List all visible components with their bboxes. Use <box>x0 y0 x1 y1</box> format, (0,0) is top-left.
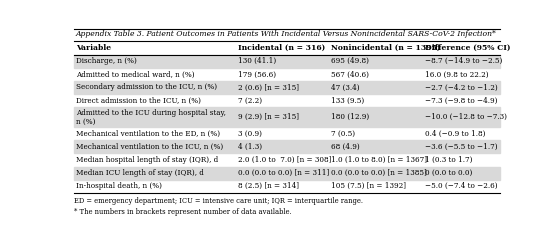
Text: 0.4 (−0.9 to 1.8): 0.4 (−0.9 to 1.8) <box>425 130 486 138</box>
Text: In-hospital death, n (%): In-hospital death, n (%) <box>76 182 162 190</box>
Text: * The numbers in brackets represent number of data available.: * The numbers in brackets represent numb… <box>74 208 292 216</box>
Text: 567 (40.6): 567 (40.6) <box>332 70 369 78</box>
Text: Mechanical ventilation to the ED, n (%): Mechanical ventilation to the ED, n (%) <box>76 130 220 138</box>
Text: Variable: Variable <box>76 44 111 52</box>
Text: 8 (2.5) [n = 314]: 8 (2.5) [n = 314] <box>237 182 298 190</box>
Text: 2 (0.6) [n = 315]: 2 (0.6) [n = 315] <box>237 84 298 91</box>
Text: −7.3 (−9.8 to −4.9): −7.3 (−9.8 to −4.9) <box>425 96 497 105</box>
Text: Secondary admission to the ICU, n (%): Secondary admission to the ICU, n (%) <box>76 84 217 91</box>
Bar <box>74 55 500 68</box>
Text: ED = emergency department; ICU = intensive care unit; IQR = interquartile range.: ED = emergency department; ICU = intensi… <box>74 197 363 205</box>
Text: Mechanical ventilation to the ICU, n (%): Mechanical ventilation to the ICU, n (%) <box>76 143 223 151</box>
Text: 9 (2.9) [n = 315]: 9 (2.9) [n = 315] <box>237 113 298 121</box>
Text: −2.7 (−4.2 to −1.2): −2.7 (−4.2 to −1.2) <box>425 84 498 91</box>
Text: −5.0 (−7.4 to −2.6): −5.0 (−7.4 to −2.6) <box>425 182 497 190</box>
Text: 133 (9.5): 133 (9.5) <box>332 96 365 105</box>
Text: 47 (3.4): 47 (3.4) <box>332 84 360 91</box>
Text: −3.6 (−5.5 to −1.7): −3.6 (−5.5 to −1.7) <box>425 143 497 151</box>
Text: Admitted to medical ward, n (%): Admitted to medical ward, n (%) <box>76 70 195 78</box>
Text: 105 (7.5) [n = 1392]: 105 (7.5) [n = 1392] <box>332 182 406 190</box>
Text: Median hospital length of stay (IQR), d: Median hospital length of stay (IQR), d <box>76 156 218 164</box>
Bar <box>74 140 500 153</box>
Text: 3 (0.9): 3 (0.9) <box>237 130 262 138</box>
Text: 695 (49.8): 695 (49.8) <box>332 57 369 65</box>
Text: −8.7 (−14.9 to −2.5): −8.7 (−14.9 to −2.5) <box>425 57 502 65</box>
Text: Direct admission to the ICU, n (%): Direct admission to the ICU, n (%) <box>76 96 201 105</box>
Text: 179 (56.6): 179 (56.6) <box>237 70 276 78</box>
Bar <box>74 81 500 94</box>
Text: Incidental (n = 316): Incidental (n = 316) <box>237 44 325 52</box>
Text: 130 (41.1): 130 (41.1) <box>237 57 276 65</box>
Text: Median ICU length of stay (IQR), d: Median ICU length of stay (IQR), d <box>76 169 204 177</box>
Text: 1 (0.3 to 1.7): 1 (0.3 to 1.7) <box>425 156 472 164</box>
Text: Discharge, n (%): Discharge, n (%) <box>76 57 137 65</box>
Text: −10.0 (−12.8 to −7.3): −10.0 (−12.8 to −7.3) <box>425 113 507 121</box>
Text: 7 (2.2): 7 (2.2) <box>237 96 262 105</box>
Text: 0 (0.0 to 0.0): 0 (0.0 to 0.0) <box>425 169 472 177</box>
Text: 0.0 (0.0 to 0.0) [n = 311]: 0.0 (0.0 to 0.0) [n = 311] <box>237 169 329 177</box>
Text: 7 (0.5): 7 (0.5) <box>332 130 356 138</box>
Text: Nonincidental (n = 1395): Nonincidental (n = 1395) <box>332 44 441 52</box>
Text: Appendix Table 3. Patient Outcomes in Patients With Incidental Versus Noninciden: Appendix Table 3. Patient Outcomes in Pa… <box>76 30 497 38</box>
Text: 0.0 (0.0 to 0.0) [n = 1385]: 0.0 (0.0 to 0.0) [n = 1385] <box>332 169 427 177</box>
Text: 180 (12.9): 180 (12.9) <box>332 113 370 121</box>
Text: 1.0 (1.0 to 8.0) [n = 1367]: 1.0 (1.0 to 8.0) [n = 1367] <box>332 156 427 164</box>
Text: 2.0 (1.0 to  7.0) [n = 308]: 2.0 (1.0 to 7.0) [n = 308] <box>237 156 331 164</box>
Bar <box>74 167 500 180</box>
Text: Admitted to the ICU during hospital stay,
n (%): Admitted to the ICU during hospital stay… <box>76 109 226 126</box>
Text: 68 (4.9): 68 (4.9) <box>332 143 360 151</box>
Text: 4 (1.3): 4 (1.3) <box>237 143 262 151</box>
Text: 16.0 (9.8 to 22.2): 16.0 (9.8 to 22.2) <box>425 70 488 78</box>
Text: Difference (95% CI): Difference (95% CI) <box>425 44 510 52</box>
